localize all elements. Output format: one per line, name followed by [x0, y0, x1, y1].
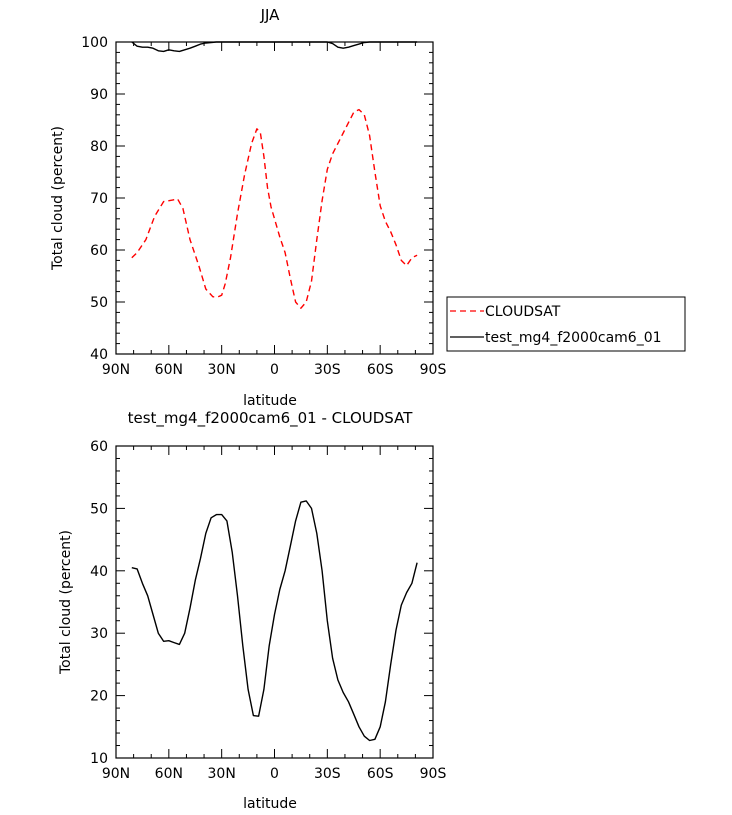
- y-tick-label: 60: [90, 243, 108, 259]
- x-tick-label: 60N: [155, 362, 183, 378]
- legend-box: [446, 296, 686, 352]
- bottom-x-axis-label: latitude: [243, 796, 297, 812]
- y-tick-label: 10: [90, 751, 108, 767]
- x-tick-label: 0: [270, 362, 279, 378]
- y-tick-label: 50: [90, 501, 108, 517]
- top-series-group: [131, 41, 418, 309]
- x-tick-label: 90N: [102, 362, 130, 378]
- bottom-plot-frame: [115, 445, 434, 759]
- y-tick-label: 90: [90, 87, 108, 103]
- x-tick-label: 30S: [314, 766, 341, 782]
- legend: CLOUDSAT test_mg4_f2000cam6_01: [446, 296, 686, 352]
- bottom-y-axis-label: Total cloud (percent): [58, 530, 74, 675]
- bottom-axis-ticks: [115, 445, 434, 759]
- bottom-series-group: [131, 500, 418, 742]
- y-tick-label: 40: [90, 564, 108, 580]
- x-tick-label: 0: [270, 766, 279, 782]
- x-tick-label: 90N: [102, 766, 130, 782]
- top-chart-title: JJA: [260, 6, 281, 24]
- bottom-y-tick-labels: 10 20 30 40 50 60: [90, 439, 108, 767]
- x-tick-label: 30N: [208, 766, 236, 782]
- top-x-tick-labels: 90N 60N 30N 0 30S 60S 90S: [102, 362, 447, 378]
- top-x-axis-label: latitude: [243, 393, 297, 409]
- top-y-axis-label: Total cloud (percent): [50, 126, 66, 271]
- x-tick-label: 90S: [420, 362, 447, 378]
- x-tick-label: 30S: [314, 362, 341, 378]
- top-y-tick-labels: 40 50 60 70 80 90 100: [81, 35, 108, 363]
- x-tick-label: 90S: [420, 766, 447, 782]
- x-tick-label: 60S: [367, 362, 394, 378]
- y-tick-label: 80: [90, 139, 108, 155]
- y-tick-label: 60: [90, 439, 108, 455]
- bottom-panel: test_mg4_f2000cam6_01 - CLOUDSAT 10 20 30 4…: [58, 409, 446, 812]
- difference-series-line: [131, 500, 418, 742]
- bottom-chart-title: test_mg4_f2000cam6_01 - CLOUDSAT: [128, 409, 414, 428]
- y-tick-label: 100: [81, 35, 108, 51]
- y-tick-label: 40: [90, 347, 108, 363]
- y-tick-label: 30: [90, 626, 108, 642]
- y-tick-label: 20: [90, 689, 108, 705]
- y-tick-label: 50: [90, 295, 108, 311]
- legend-label-cloudsat: CLOUDSAT: [485, 304, 561, 320]
- cloudsat-series-line: [131, 108, 418, 309]
- x-tick-label: 60N: [155, 766, 183, 782]
- x-tick-label: 60S: [367, 766, 394, 782]
- x-tick-label: 30N: [208, 362, 236, 378]
- bottom-x-tick-labels: 90N 60N 30N 0 30S 60S 90S: [102, 766, 447, 782]
- top-axis-ticks: [115, 41, 434, 355]
- top-plot-frame: [115, 41, 434, 355]
- y-tick-label: 70: [90, 191, 108, 207]
- legend-label-model: test_mg4_f2000cam6_01: [485, 330, 662, 346]
